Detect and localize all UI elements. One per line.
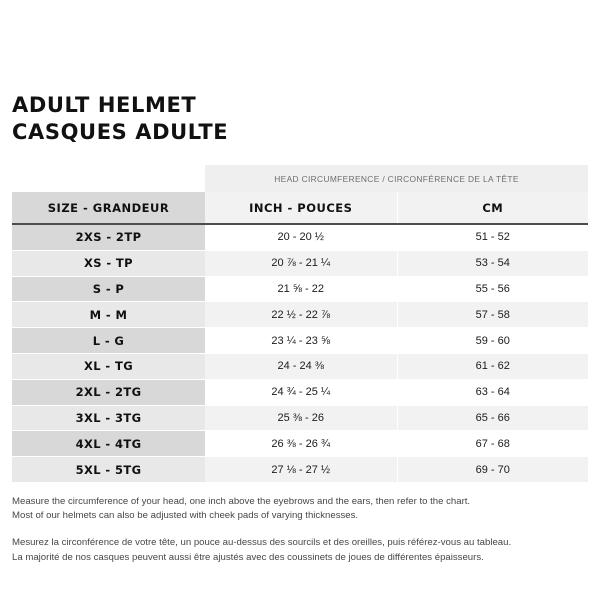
table-row: M - M 22 ½ - 22 ⅞ 57 - 58 — [12, 301, 589, 329]
cell-size: XL - TG — [12, 353, 205, 380]
cell-inch: 23 ¼ - 23 ⅝ — [205, 327, 397, 354]
cell-cm: 63 - 64 — [396, 379, 589, 406]
note-en-line-1: Measure the circumference of your head, … — [12, 495, 471, 507]
chart-titles: ADULT HELMET CASQUES ADULTE — [12, 0, 588, 146]
cell-cm: 51 - 52 — [396, 224, 589, 251]
note-fr-line-2: La majorité de nos casques peuvent aussi… — [12, 551, 484, 563]
cell-cm: 61 - 62 — [396, 353, 589, 380]
cell-size: XS - TP — [12, 250, 205, 277]
column-header-row: SIZE - GRANDEUR INCH - POUCES CM — [12, 192, 589, 225]
cell-cm: 55 - 56 — [396, 276, 589, 303]
cell-size: M - M — [12, 301, 205, 329]
cell-cm: 69 - 70 — [396, 456, 589, 483]
cell-size: 5XL - 5TG — [12, 456, 205, 483]
table-row: XL - TG 24 - 24 ⅜ 61 - 62 — [12, 353, 589, 380]
note-english: Measure the circumference of your head, … — [12, 495, 588, 523]
table-row: 3XL - 3TG 25 ⅜ - 26 65 - 66 — [12, 405, 589, 432]
cell-inch: 27 ⅛ - 27 ½ — [205, 456, 397, 483]
cell-inch: 21 ⅝ - 22 — [205, 276, 397, 303]
cell-cm: 53 - 54 — [396, 250, 589, 277]
table-body: 2XS - 2TP 20 - 20 ½ 51 - 52 XS - TP 20 ⅞… — [12, 224, 589, 483]
cell-inch: 24 ¾ - 25 ¼ — [205, 379, 397, 406]
page-title-en: ADULT HELMET — [12, 93, 197, 117]
cell-cm: 67 - 68 — [396, 430, 589, 458]
cell-inch: 26 ⅜ - 26 ¾ — [205, 430, 397, 458]
table-row: 5XL - 5TG 27 ⅛ - 27 ½ 69 - 70 — [12, 456, 589, 483]
note-fr-line-1: Mesurez la circonférence de votre tête, … — [12, 537, 512, 549]
group-header-spacer — [12, 165, 205, 192]
page-title-fr: CASQUES ADULTE — [12, 120, 229, 144]
table-head: HEAD CIRCUMFERENCE / CIRCONFÉRENCE DE LA… — [12, 165, 589, 225]
cell-size: 2XS - 2TP — [12, 224, 205, 251]
table-row: 2XS - 2TP 20 - 20 ½ 51 - 52 — [12, 224, 589, 251]
cell-cm: 65 - 66 — [396, 405, 589, 432]
column-header-size: SIZE - GRANDEUR — [12, 192, 205, 225]
head-circumference-group-header: HEAD CIRCUMFERENCE / CIRCONFÉRENCE DE LA… — [205, 165, 589, 192]
table-row: L - G 23 ¼ - 23 ⅝ 59 - 60 — [12, 327, 589, 354]
cell-cm: 59 - 60 — [396, 327, 589, 354]
column-header-inch: INCH - POUCES — [205, 192, 397, 225]
chart-notes: Measure the circumference of your head, … — [12, 495, 588, 565]
cell-inch: 25 ⅜ - 26 — [205, 405, 397, 432]
cell-inch: 24 - 24 ⅜ — [205, 353, 397, 380]
size-chart-table: HEAD CIRCUMFERENCE / CIRCONFÉRENCE DE LA… — [12, 165, 589, 483]
cell-size: L - G — [12, 327, 205, 354]
table-row: S - P 21 ⅝ - 22 55 - 56 — [12, 276, 589, 303]
cell-cm: 57 - 58 — [396, 301, 589, 329]
group-header-row: HEAD CIRCUMFERENCE / CIRCONFÉRENCE DE LA… — [12, 165, 589, 192]
cell-inch: 20 ⅞ - 21 ¼ — [205, 250, 397, 277]
cell-size: 4XL - 4TG — [12, 430, 205, 458]
cell-size: 3XL - 3TG — [12, 405, 205, 432]
table-row: 2XL - 2TG 24 ¾ - 25 ¼ 63 - 64 — [12, 379, 589, 406]
table-row: 4XL - 4TG 26 ⅜ - 26 ¾ 67 - 68 — [12, 430, 589, 458]
cell-size: 2XL - 2TG — [12, 379, 205, 406]
column-header-cm: CM — [396, 192, 589, 225]
cell-inch: 22 ½ - 22 ⅞ — [205, 301, 397, 329]
cell-inch: 20 - 20 ½ — [205, 224, 397, 251]
note-french: Mesurez la circonférence de votre tête, … — [12, 536, 588, 564]
cell-size: S - P — [12, 276, 205, 303]
note-en-line-2: Most of our helmets can also be adjusted… — [12, 510, 359, 522]
table-row: XS - TP 20 ⅞ - 21 ¼ 53 - 54 — [12, 250, 589, 277]
